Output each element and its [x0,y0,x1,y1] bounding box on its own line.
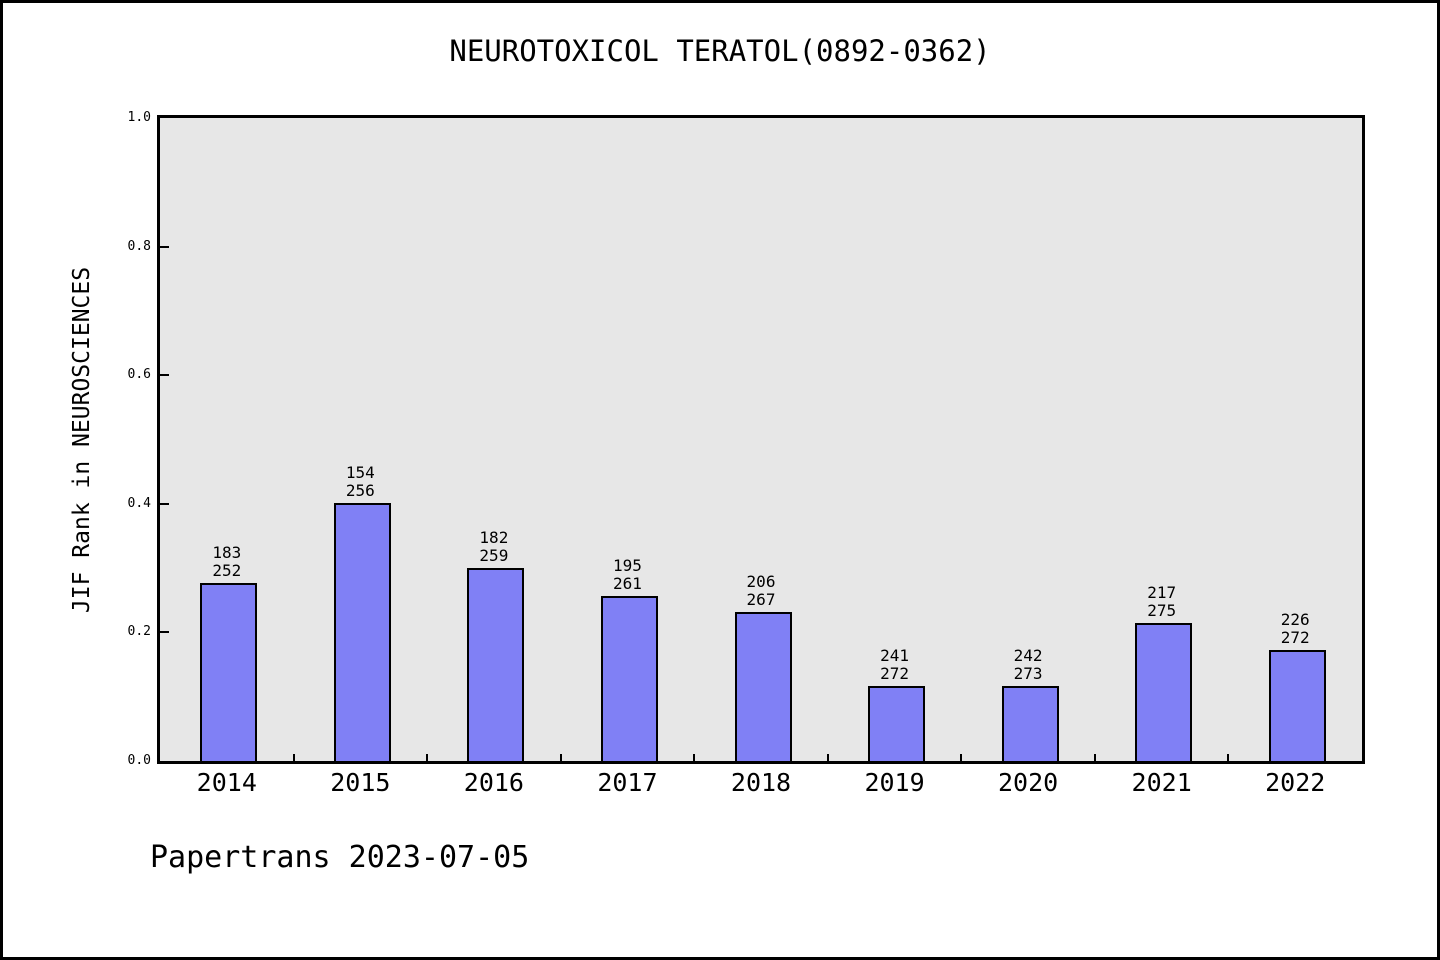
y-tick-label-1.0: 1.0 [127,110,151,125]
y-axis-tick [160,374,169,377]
bar-rank-value: 183 [212,543,242,562]
x-axis-tick [1227,754,1230,761]
bar-2021 [1135,623,1193,761]
x-axis-tick [693,754,696,761]
bar-total-value: 275 [1147,601,1177,620]
bar-total-value: 273 [1013,664,1043,683]
bar-rank-value: 206 [746,572,776,591]
x-axis-tick [292,754,295,761]
bar-rank-value: 182 [479,528,509,547]
x-axis-tick [826,754,829,761]
bar-2022 [1268,650,1326,761]
bar-2014 [200,583,258,761]
bar-2020 [1001,686,1059,761]
bar-value-label-2019: 241 272 [835,647,955,683]
bar-2015 [333,503,391,761]
plot-area: 183 252 2014 154 256 2015 182 259 2016 195 261 2017… [128,110,1365,797]
bar-value-label-2020: 242 273 [968,647,1088,683]
bar-2017 [600,596,658,761]
x-axis-tick [559,754,562,761]
bar-2016 [467,568,525,761]
chart-title: NEUROTOXICOL TERATOL(0892-0362) [449,34,991,68]
x-axis-tick [1093,754,1096,761]
x-tick-label-2020: 2020 [998,768,1059,797]
bar-rank-value: 242 [1013,646,1043,665]
bar-value-label-2014: 183 252 [167,544,287,580]
bar-2018 [734,612,792,761]
y-tick-label-0.2: 0.2 [127,624,151,640]
footer-note: Papertrans 2023-07-05 [150,840,530,875]
x-tick-label-2019: 2019 [864,768,925,797]
bar-total-value: 252 [212,561,242,580]
y-axis-tick [160,245,169,248]
y-tick-label-0.8: 0.8 [127,238,151,254]
bar-total-value: 272 [880,664,909,683]
y-tick-label-0.4: 0.4 [127,495,151,511]
bar-2019 [868,686,926,761]
x-tick-label-2016: 2016 [463,768,524,797]
bar-value-label-2021: 217 275 [1102,584,1222,620]
x-tick-label-2021: 2021 [1131,768,1192,797]
bar-value-label-2015: 154 256 [300,464,420,500]
y-axis-tick [160,631,169,634]
bar-total-value: 267 [746,590,776,609]
x-tick-label-2014: 2014 [196,768,257,797]
y-axis-label: JIF Rank in NEUROSCIENCES [69,266,95,614]
x-axis-tick [960,754,963,761]
bar-rank-value: 154 [345,463,375,482]
bar-total-value: 256 [345,481,375,500]
bar-rank-value: 217 [1147,583,1177,602]
y-axis-tick [160,502,169,505]
y-tick-label-0.0: 0.0 [127,753,151,768]
bar-rank-value: 226 [1280,610,1310,629]
bar-rank-value: 195 [612,556,642,575]
bar-total-value: 272 [1280,628,1310,647]
x-tick-label-2022: 2022 [1265,768,1326,797]
bar-value-label-2016: 182 259 [434,529,554,565]
bar-total-value: 261 [612,574,642,593]
x-tick-label-2017: 2017 [597,768,658,797]
bar-rank-value: 241 [880,646,909,665]
x-tick-label-2018: 2018 [730,768,792,797]
bar-value-label-2018: 206 267 [701,573,821,609]
x-axis-tick [426,754,429,761]
bar-total-value: 259 [479,546,509,565]
bar-value-label-2017: 195 261 [567,557,687,593]
x-tick-label-2015: 2015 [330,768,391,797]
y-tick-label-0.6: 0.6 [127,367,151,383]
bar-value-label-2022: 226 272 [1235,611,1355,647]
